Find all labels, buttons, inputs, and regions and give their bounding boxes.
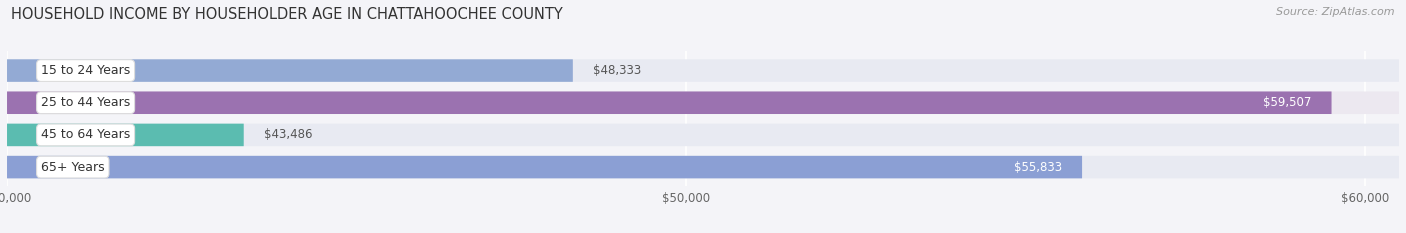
Text: $59,507: $59,507: [1263, 96, 1312, 109]
Text: $48,333: $48,333: [593, 64, 641, 77]
Text: 65+ Years: 65+ Years: [41, 161, 104, 174]
Text: $55,833: $55,833: [1014, 161, 1062, 174]
Text: 15 to 24 Years: 15 to 24 Years: [41, 64, 131, 77]
Text: HOUSEHOLD INCOME BY HOUSEHOLDER AGE IN CHATTAHOOCHEE COUNTY: HOUSEHOLD INCOME BY HOUSEHOLDER AGE IN C…: [11, 7, 562, 22]
FancyBboxPatch shape: [7, 92, 1399, 114]
FancyBboxPatch shape: [7, 59, 1399, 82]
FancyBboxPatch shape: [7, 156, 1083, 178]
Text: Source: ZipAtlas.com: Source: ZipAtlas.com: [1277, 7, 1395, 17]
FancyBboxPatch shape: [7, 124, 1399, 146]
FancyBboxPatch shape: [7, 92, 1331, 114]
FancyBboxPatch shape: [7, 59, 572, 82]
Text: 25 to 44 Years: 25 to 44 Years: [41, 96, 131, 109]
FancyBboxPatch shape: [7, 124, 243, 146]
Text: 45 to 64 Years: 45 to 64 Years: [41, 128, 131, 141]
FancyBboxPatch shape: [7, 156, 1399, 178]
Text: $43,486: $43,486: [264, 128, 312, 141]
